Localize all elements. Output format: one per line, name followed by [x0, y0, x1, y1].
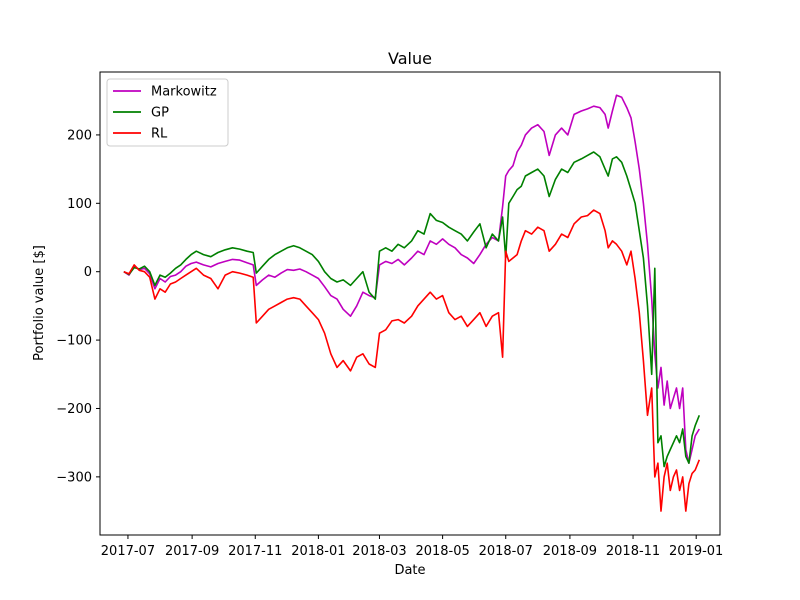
y-tick-label: 200: [67, 128, 92, 143]
legend-label-gp: GP: [151, 106, 169, 121]
x-tick-label: 2018-01: [291, 544, 345, 559]
y-axis-label: Portfolio value [$]: [32, 245, 47, 361]
series-line-markowitz: [123, 94, 700, 464]
chart-title: Value: [388, 49, 432, 68]
y-tick-label: −100: [56, 334, 92, 349]
x-tick-label: 2018-07: [479, 544, 533, 559]
x-tick-label: 2019-01: [669, 544, 723, 559]
plot-frame: [99, 71, 721, 536]
legend: Markowitz GP RL: [106, 78, 229, 147]
legend-label-rl: RL: [151, 127, 168, 142]
x-tick-label: 2018-03: [352, 544, 406, 559]
y-axis: −300 −200 −100 0 100 200: [56, 128, 100, 485]
y-tick-label: −200: [56, 402, 92, 417]
legend-box: [106, 78, 229, 147]
x-tick-label: 2017-09: [165, 544, 219, 559]
y-tick-label: 100: [67, 197, 92, 212]
plot-area: [123, 94, 701, 512]
x-tick-label: 2018-09: [543, 544, 597, 559]
x-tick-label: 2018-05: [415, 544, 469, 559]
y-tick-label: 0: [84, 265, 92, 280]
x-axis-label: Date: [394, 563, 425, 578]
series-line-gp: [123, 151, 701, 468]
x-tick-label: 2017-11: [228, 544, 282, 559]
x-axis: 2017-07 2017-09 2017-11 2018-01 2018-03 2018-…: [101, 535, 723, 559]
x-tick-label: 2018-11: [606, 544, 660, 559]
y-tick-label: −300: [56, 470, 92, 485]
series-line-rl: [123, 209, 701, 512]
legend-label-markowitz: Markowitz: [151, 85, 217, 100]
x-tick-label: 2017-07: [101, 544, 155, 559]
